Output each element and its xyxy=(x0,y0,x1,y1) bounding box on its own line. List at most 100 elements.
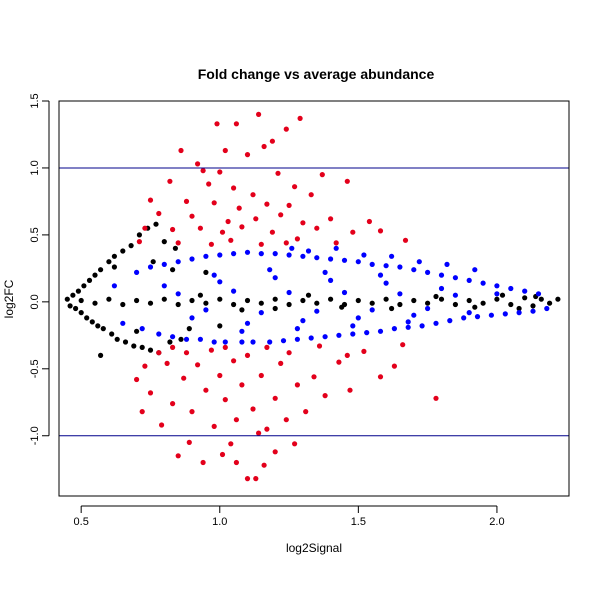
data-point xyxy=(175,301,181,308)
data-point xyxy=(383,280,389,286)
data-point xyxy=(98,267,104,273)
data-point xyxy=(416,259,422,265)
data-point xyxy=(516,305,522,312)
data-point xyxy=(405,319,411,325)
data-point xyxy=(142,363,148,369)
data-point xyxy=(172,245,178,251)
data-point xyxy=(219,451,226,458)
data-point xyxy=(175,291,181,297)
x-tick-label: 2.0 xyxy=(489,516,504,528)
data-point xyxy=(292,441,298,447)
data-point xyxy=(355,297,361,304)
data-point xyxy=(322,393,328,399)
data-point xyxy=(222,339,228,345)
y-tick-label: -1.0 xyxy=(29,426,41,445)
data-point xyxy=(150,259,156,265)
data-point xyxy=(344,352,350,358)
data-point xyxy=(494,283,500,289)
data-point xyxy=(369,307,375,313)
data-point xyxy=(203,300,209,306)
data-point xyxy=(100,326,106,332)
data-point xyxy=(308,335,314,341)
data-point xyxy=(355,259,361,265)
data-point xyxy=(544,305,550,312)
data-point xyxy=(314,225,320,231)
data-point xyxy=(336,332,342,338)
data-point xyxy=(231,185,237,191)
data-point xyxy=(333,245,339,251)
data-point xyxy=(369,261,375,267)
data-point xyxy=(253,476,259,482)
data-point xyxy=(164,360,170,366)
data-point xyxy=(258,310,264,316)
data-point xyxy=(466,297,472,304)
data-point xyxy=(397,301,403,308)
data-point xyxy=(267,339,273,345)
data-point xyxy=(73,305,79,312)
data-point xyxy=(336,359,342,365)
data-point xyxy=(300,318,306,324)
data-point xyxy=(466,310,472,316)
data-point xyxy=(217,252,223,258)
data-point xyxy=(228,441,234,447)
y-axis-label: log2FC xyxy=(2,279,16,318)
data-point xyxy=(361,348,367,354)
series-1 xyxy=(111,245,550,345)
data-point xyxy=(244,297,251,304)
data-point xyxy=(452,275,458,281)
data-point xyxy=(167,178,173,184)
data-point xyxy=(147,390,154,396)
data-point xyxy=(233,121,239,127)
data-point xyxy=(159,422,165,428)
reference-lines xyxy=(59,167,569,437)
data-point xyxy=(161,261,167,267)
data-point xyxy=(120,320,126,326)
data-point xyxy=(397,291,403,297)
data-point xyxy=(203,253,209,259)
data-point xyxy=(186,326,192,332)
data-point xyxy=(219,229,226,235)
data-point xyxy=(217,372,223,379)
data-point xyxy=(272,275,278,281)
y-tick-label: -0.5 xyxy=(29,359,41,378)
data-point xyxy=(67,303,73,309)
data-point xyxy=(333,240,339,246)
data-point xyxy=(236,205,242,211)
data-point xyxy=(111,283,117,289)
data-point xyxy=(344,178,350,184)
y-axis: -1.0 -0.5 0.0 0.5 1.0 1.5 xyxy=(29,93,50,445)
data-point xyxy=(78,297,84,304)
data-point xyxy=(183,336,190,342)
data-point xyxy=(377,228,384,234)
data-point xyxy=(64,296,70,302)
data-point xyxy=(189,297,195,304)
data-point xyxy=(438,272,445,278)
data-point xyxy=(161,296,167,302)
data-point xyxy=(222,344,228,350)
data-point xyxy=(78,310,84,316)
data-point xyxy=(114,336,120,342)
data-point xyxy=(244,352,251,358)
data-point xyxy=(92,300,98,306)
data-point xyxy=(195,161,201,167)
data-point xyxy=(355,315,361,321)
data-point xyxy=(250,192,256,198)
data-point xyxy=(294,326,300,332)
data-point xyxy=(250,406,256,412)
data-point xyxy=(494,291,500,297)
data-point xyxy=(217,169,223,175)
data-point xyxy=(278,360,284,366)
data-point xyxy=(419,323,425,329)
data-point xyxy=(208,241,214,247)
data-point xyxy=(264,426,270,432)
data-point xyxy=(134,376,140,383)
data-point xyxy=(377,374,384,380)
data-point xyxy=(474,314,481,320)
data-point xyxy=(170,334,176,340)
data-point xyxy=(233,459,239,466)
data-point xyxy=(239,224,245,230)
data-point xyxy=(134,297,140,304)
data-point xyxy=(170,344,176,350)
x-axis: 0.5 1.0 1.5 2.0 xyxy=(74,505,505,528)
